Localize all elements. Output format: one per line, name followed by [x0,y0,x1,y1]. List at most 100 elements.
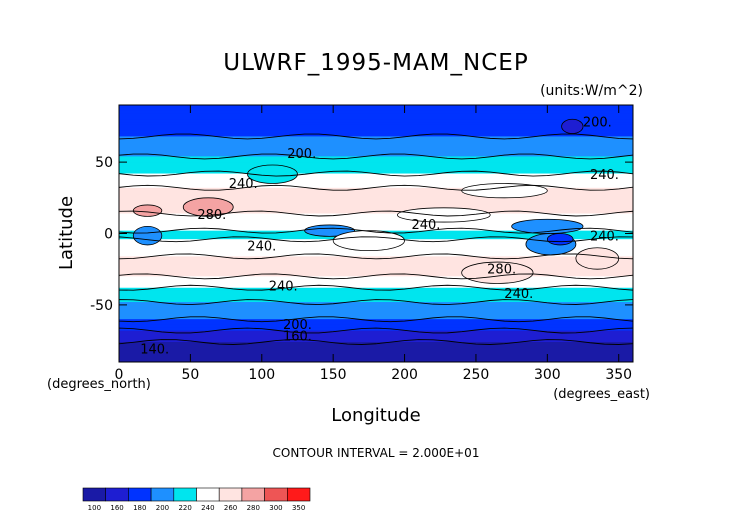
regional-contour-feature [132,225,163,246]
x-axis: 0 50 100 150 200 250 300 350 [115,105,632,383]
zonal-band [119,187,633,192]
colorbar-swatch [82,487,107,502]
zonal-band [119,293,633,297]
zonal-band [119,259,633,263]
regional-contour-feature [304,224,355,237]
contour-line [119,227,633,234]
zonal-band [119,316,633,320]
colorbar-level-label: 220 [178,504,191,512]
x-axis-title: Longitude [331,405,421,426]
zonal-band [119,347,633,352]
zonal-band [119,184,633,189]
zonal-band [119,327,633,332]
contour-fill-map [119,105,633,362]
zonal-band [119,133,633,138]
zonal-band [119,170,633,175]
colorbar-swatch [150,487,175,502]
zonal-band [119,224,633,229]
zonal-band [119,276,633,280]
zonal-band [119,282,633,286]
contour-line [119,339,633,345]
zonal-band [119,107,633,112]
zonal-band [119,130,633,135]
zonal-band [119,167,633,172]
contour-line [119,316,633,323]
x-tick-label: 200 [391,367,418,383]
colorbar-swatch [196,487,220,502]
zonal-band [119,290,633,295]
colorbar-swatch [128,487,152,502]
contour-line [119,253,633,260]
zonal-band [119,344,633,349]
zonal-band [119,310,633,315]
x-tick-label: 50 [181,367,199,383]
chart-title: ULWRF_1995-MAM_NCEP [223,50,528,76]
zonal-band [119,322,633,326]
zonal-band [119,330,633,335]
x-tick-label: 300 [534,367,561,383]
zonal-band [119,164,633,169]
zonal-band [119,333,633,337]
zonal-band [119,159,633,163]
zonal-band [119,304,633,309]
zonal-band [119,124,633,129]
zonal-band [119,176,633,180]
zonal-band [119,350,633,355]
contour-label: 240. [247,240,276,255]
colorbar-level-label: 200 [156,504,169,512]
zonal-band [119,339,633,343]
regional-contour-feature [332,230,405,252]
contour-line [119,236,633,243]
zonal-band [119,359,633,362]
colorbar-level-label: 180 [133,504,146,512]
colorbar-swatch [264,487,288,502]
zonal-band [119,196,633,200]
x-tick-label: 150 [320,367,347,383]
x-tick-label: 350 [605,367,632,383]
y-tick-label: 0 [104,227,113,243]
colorbar-swatch [105,487,129,502]
colorbar-level-label: 160 [110,504,123,512]
contour-label: 240. [590,230,619,245]
zonal-band [119,284,633,289]
contour-label: 240. [229,177,258,192]
zonal-band [119,139,633,143]
zonal-band [119,270,633,275]
zonal-band [119,122,633,126]
contour-label: 200. [287,147,316,162]
regional-contour-feature [561,118,584,134]
zonal-band [119,179,633,183]
zonal-band [119,162,633,166]
y-axis: 50 0 -50 [90,155,633,314]
contour-line [119,284,633,291]
colorbar-level-label: 240 [201,504,214,512]
zonal-band [119,105,633,109]
regional-contour-feature [247,164,298,184]
contour-line [119,184,633,191]
colorbar-level-label: 100 [88,504,101,512]
colorbar-level-label: 350 [292,504,305,512]
zonal-band [119,182,633,186]
zonal-band [119,204,633,209]
zonal-band [119,227,633,232]
colorbar-swatch [286,487,311,502]
x-tick-label: 250 [463,367,490,383]
zonal-band [119,119,633,123]
y-tick-label: -50 [90,298,113,314]
zonal-band [119,127,633,132]
zonal-band [119,307,633,312]
zonal-band [119,219,633,223]
zonal-band [119,262,633,266]
zonal-band [119,173,633,177]
zonal-band [119,113,633,118]
zonal-band [119,222,633,226]
zonal-band [119,302,633,306]
zonal-band [119,144,633,149]
contour-line [119,327,633,334]
contour-label: 240. [411,218,440,233]
zonal-band [119,216,633,220]
zonal-band [119,156,633,160]
contour-label: 140. [140,342,169,357]
y-axis-title: Latitude [56,196,77,270]
